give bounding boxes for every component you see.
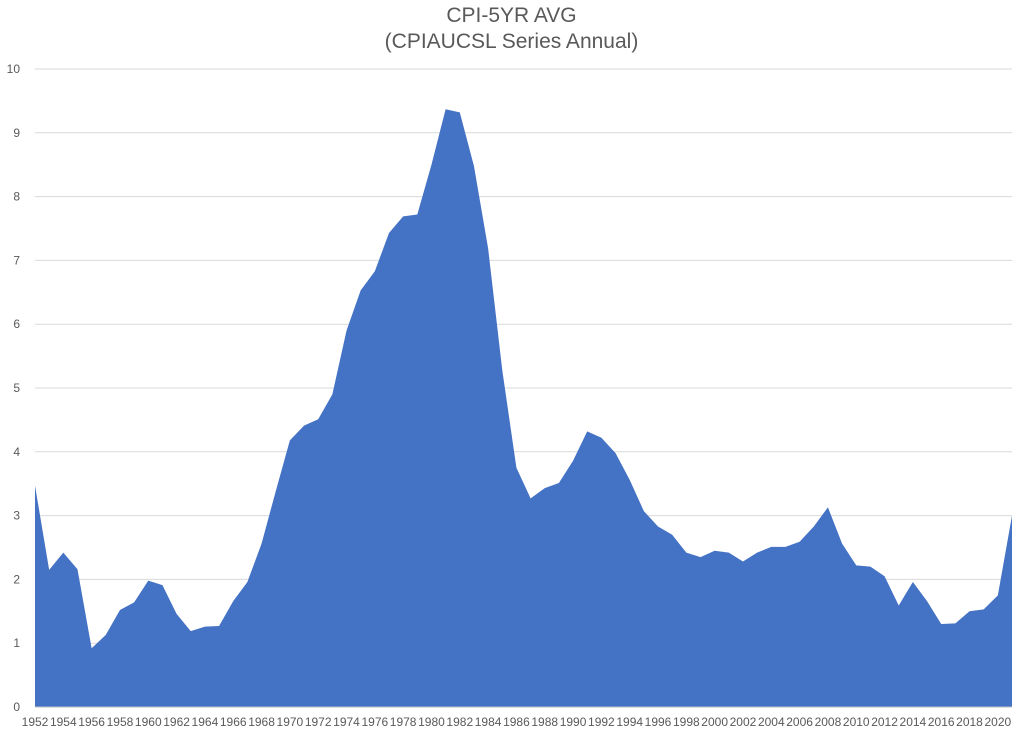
y-tick-label: 8 <box>13 190 20 204</box>
y-tick-label: 6 <box>13 317 20 331</box>
x-tick-label: 2000 <box>701 715 728 729</box>
x-tick-label: 2006 <box>786 715 813 729</box>
x-tick-label: 1974 <box>333 715 360 729</box>
x-tick-label: 1964 <box>192 715 219 729</box>
area-series-path <box>35 109 1012 707</box>
x-tick-label: 1992 <box>588 715 615 729</box>
x-tick-label: 1990 <box>560 715 587 729</box>
x-tick-label: 2008 <box>815 715 842 729</box>
x-tick-label: 2014 <box>900 715 927 729</box>
y-tick-label: 10 <box>7 62 21 76</box>
x-tick-label: 1984 <box>475 715 502 729</box>
x-tick-label: 1954 <box>50 715 77 729</box>
x-tick-label: 1962 <box>163 715 190 729</box>
x-tick-label: 1966 <box>220 715 247 729</box>
x-tick-label: 2002 <box>730 715 757 729</box>
x-tick-label: 2012 <box>871 715 898 729</box>
x-tick-label: 2018 <box>956 715 983 729</box>
x-tick-label: 1982 <box>446 715 473 729</box>
y-tick-label: 1 <box>13 636 20 650</box>
area-series <box>35 109 1012 707</box>
x-tick-label: 1968 <box>248 715 275 729</box>
x-tick-label: 1978 <box>390 715 417 729</box>
chart-subtitle: (CPIAUCSL Series Annual) <box>384 30 639 53</box>
y-tick-label: 5 <box>13 381 20 395</box>
x-tick-label: 1980 <box>418 715 445 729</box>
x-tick-label: 1952 <box>22 715 49 729</box>
x-tick-label: 2016 <box>928 715 955 729</box>
y-tick-label: 3 <box>13 509 20 523</box>
x-tick-label: 1994 <box>616 715 643 729</box>
x-tick-label: 1996 <box>645 715 672 729</box>
x-tick-label: 1958 <box>107 715 134 729</box>
chart-title: CPI-5YR AVG <box>446 4 577 27</box>
x-tick-label: 2004 <box>758 715 785 729</box>
y-tick-label: 0 <box>13 700 20 714</box>
x-tick-label: 2010 <box>843 715 870 729</box>
x-tick-label: 1998 <box>673 715 700 729</box>
x-tick-label: 2020 <box>984 715 1011 729</box>
x-tick-label: 1970 <box>277 715 304 729</box>
x-axis-labels: 1952 1954 1956 1958 1960 1962 1964 1966 1968 1970… <box>22 715 1012 729</box>
x-tick-label: 1972 <box>305 715 332 729</box>
x-tick-label: 1976 <box>361 715 388 729</box>
x-tick-label: 1956 <box>78 715 105 729</box>
y-axis-labels: 0 1 2 3 4 5 6 7 8 9 10 <box>7 62 21 714</box>
x-tick-label: 1960 <box>135 715 162 729</box>
y-tick-label: 7 <box>13 253 20 267</box>
x-tick-label: 1986 <box>503 715 530 729</box>
y-tick-label: 9 <box>13 126 20 140</box>
y-tick-label: 4 <box>13 445 20 459</box>
x-tick-label: 1988 <box>531 715 558 729</box>
y-tick-label: 2 <box>13 572 20 586</box>
